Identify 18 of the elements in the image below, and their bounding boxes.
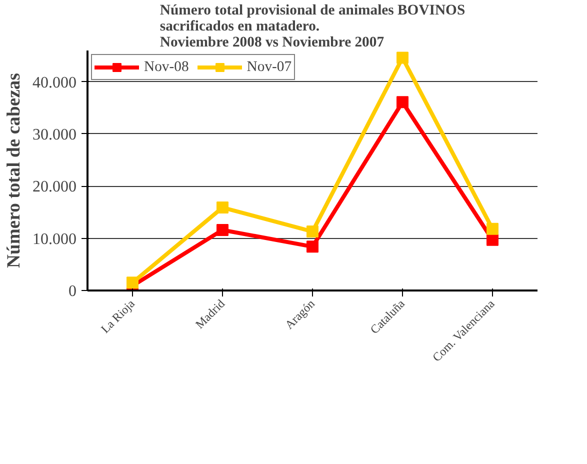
y-tick-label: 10.000 xyxy=(32,230,76,248)
point xyxy=(306,226,318,238)
legend-label: Nov-08 xyxy=(144,58,189,76)
y-tick-label: 40.000 xyxy=(32,74,76,92)
point xyxy=(306,240,318,253)
y-axis-title: Número total de cabezas xyxy=(4,72,24,268)
point xyxy=(216,224,228,236)
y-tick-label: 30.000 xyxy=(32,126,76,144)
y-tick-label: 0 xyxy=(68,283,76,300)
point xyxy=(126,276,138,289)
chart-title: Número total provisional de animales BOVINOS sacrificados en matadero. Noviembre 2008 vs Noviembre 2007 xyxy=(160,2,466,50)
point xyxy=(396,52,408,64)
point xyxy=(396,96,408,108)
point xyxy=(486,222,498,235)
y-tick-label: 20.000 xyxy=(32,178,76,196)
point xyxy=(486,234,498,246)
legend-label: Nov-07 xyxy=(246,58,292,76)
point xyxy=(216,202,228,214)
